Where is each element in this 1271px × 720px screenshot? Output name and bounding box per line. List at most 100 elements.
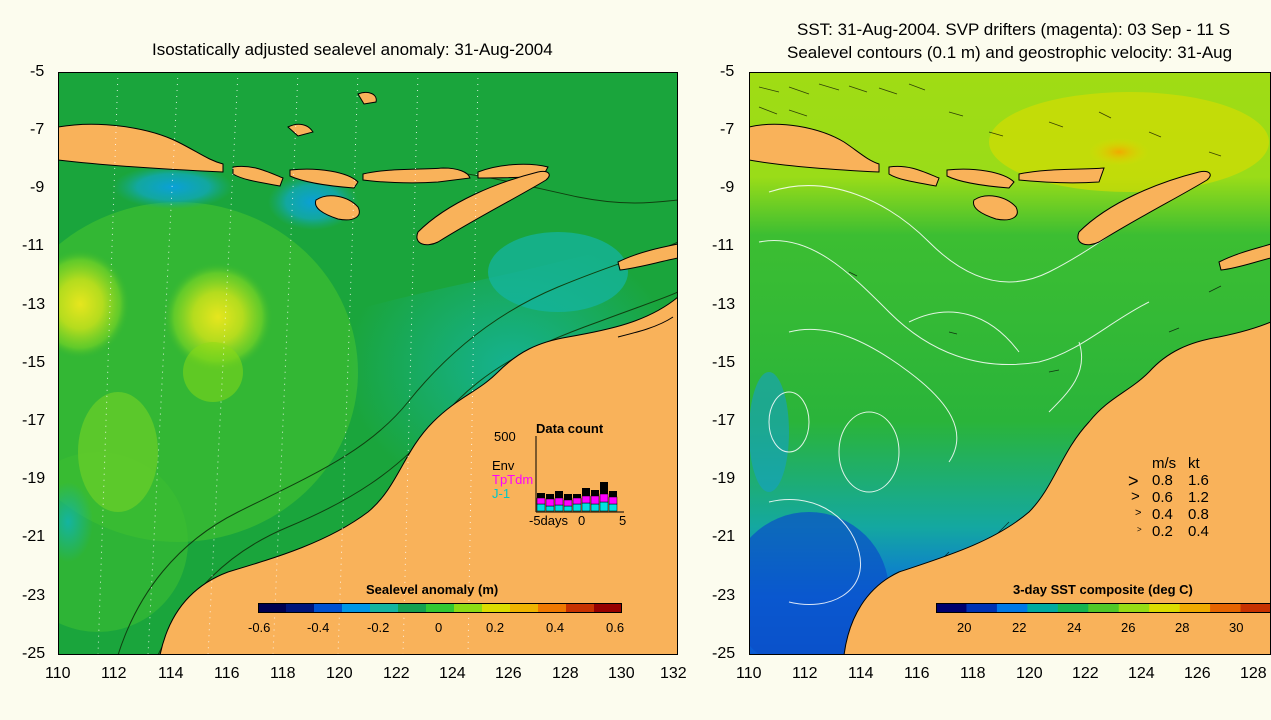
left-colorbar-segment bbox=[594, 603, 622, 613]
right-colorbar-segment bbox=[936, 603, 967, 613]
left-x-tick: 120 bbox=[326, 665, 353, 682]
speed-legend-header-kt: kt bbox=[1188, 455, 1200, 472]
left-colorbar-tick: -0.6 bbox=[248, 620, 271, 635]
speed-legend-header-ms: m/s bbox=[1152, 455, 1177, 472]
left-colorbar-segment bbox=[314, 603, 343, 613]
right-y-tick: -7 bbox=[720, 121, 735, 138]
australia-landmass bbox=[159, 296, 678, 655]
left-colorbar-tick: -0.2 bbox=[367, 620, 390, 635]
left-colorbar-border bbox=[258, 603, 622, 613]
right-y-tick: -15 bbox=[712, 354, 736, 371]
right-colorbar-segment bbox=[1118, 603, 1150, 613]
left-x-tick: 110 bbox=[45, 665, 71, 682]
left-y-tick: -19 bbox=[22, 470, 46, 487]
left-colorbar-segment bbox=[286, 603, 315, 613]
right-x-tick: 112 bbox=[792, 665, 818, 682]
right-colorbar-segment bbox=[1057, 603, 1089, 613]
anomaly-low-north bbox=[113, 165, 233, 209]
bar-group bbox=[536, 482, 618, 512]
left-colorbar-segment bbox=[398, 603, 427, 613]
australia-landmass-right bbox=[843, 321, 1271, 655]
right-colorbar-label: 3-day SST composite (deg C) bbox=[1013, 582, 1193, 597]
right-colorbar-tick: 24 bbox=[1067, 620, 1082, 635]
left-colorbar-segment bbox=[510, 603, 539, 613]
speed-arrow-icon: > bbox=[1131, 488, 1140, 505]
right-y-tick: -17 bbox=[712, 412, 736, 429]
right-x-tick: 110 bbox=[736, 665, 762, 682]
right-map-plot bbox=[749, 72, 1271, 655]
right-colorbar-tick: 30 bbox=[1229, 620, 1244, 635]
left-map-plot bbox=[58, 72, 678, 655]
speed-legend-kt: 1.2 bbox=[1188, 489, 1209, 506]
anomaly-high-west bbox=[58, 249, 130, 359]
left-colorbar-segment bbox=[538, 603, 567, 613]
inset-title: Data count bbox=[536, 421, 604, 436]
right-y-tick: -5 bbox=[720, 63, 735, 80]
left-y-tick: -15 bbox=[22, 354, 46, 371]
right-x-tick: 128 bbox=[1240, 665, 1267, 682]
left-colorbar-tick: -0.4 bbox=[307, 620, 330, 635]
right-x-tick: 126 bbox=[1184, 665, 1211, 682]
inset-y-max: 500 bbox=[494, 429, 516, 444]
right-y-tick: -21 bbox=[712, 528, 736, 545]
right-x-tick: 124 bbox=[1128, 665, 1155, 682]
left-colorbar bbox=[258, 603, 622, 613]
right-map-title-line1: SST: 31-Aug-2004. SVP drifters (magenta)… bbox=[797, 20, 1231, 39]
left-map-title: Isostatically adjusted sealevel anomaly:… bbox=[152, 40, 553, 59]
left-x-tick: 116 bbox=[214, 665, 240, 682]
right-colorbar-segment bbox=[1088, 603, 1120, 613]
inset-x-tick: 0 bbox=[578, 513, 586, 528]
speed-arrow-icon: > bbox=[1135, 507, 1142, 519]
left-colorbar-segment bbox=[342, 603, 371, 613]
left-colorbar-segment bbox=[454, 603, 483, 613]
left-x-tick: 126 bbox=[495, 665, 522, 682]
right-y-tick: -13 bbox=[712, 296, 736, 313]
left-x-tick: 122 bbox=[383, 665, 410, 682]
left-y-tick: -7 bbox=[30, 121, 45, 138]
right-colorbar-segment bbox=[966, 603, 998, 613]
left-colorbar-segment bbox=[258, 603, 287, 613]
right-x-tick: 120 bbox=[1016, 665, 1043, 682]
inset-legend-tptdm: TpTdm bbox=[492, 472, 534, 487]
left-y-tick: -5 bbox=[30, 63, 45, 80]
right-x-tick: 122 bbox=[1072, 665, 1099, 682]
left-colorbar-tick: 0.6 bbox=[606, 620, 625, 635]
right-colorbar-segment bbox=[1240, 603, 1271, 613]
right-colorbar-segment bbox=[1179, 603, 1211, 613]
right-colorbar bbox=[936, 603, 1271, 613]
left-colorbar-segment bbox=[426, 603, 455, 613]
left-x-tick: 124 bbox=[439, 665, 466, 682]
left-y-tick: -21 bbox=[22, 528, 46, 545]
left-x-tick: 132 bbox=[660, 665, 687, 682]
right-colorbar-segment bbox=[1210, 603, 1242, 613]
right-y-tick: -25 bbox=[712, 645, 736, 662]
right-x-tick: 118 bbox=[960, 665, 986, 682]
speed-legend-kt: 0.4 bbox=[1188, 523, 1209, 540]
right-y-tick: -9 bbox=[720, 179, 735, 196]
left-colorbar-tick: 0.4 bbox=[546, 620, 565, 635]
right-y-tick: -23 bbox=[712, 587, 736, 604]
left-x-tick: 112 bbox=[101, 665, 127, 682]
left-colorbar-tick: 0 bbox=[435, 620, 443, 635]
left-colorbar-label: Sealevel anomaly (m) bbox=[366, 582, 499, 597]
right-map-title-line2: Sealevel contours (0.1 m) and geostrophi… bbox=[787, 43, 1233, 62]
speed-legend-ms: 0.8 bbox=[1152, 472, 1173, 489]
left-colorbar-segment bbox=[566, 603, 595, 613]
left-y-tick: -13 bbox=[22, 296, 46, 313]
right-colorbar-tick: 28 bbox=[1175, 620, 1190, 635]
left-x-tick: 118 bbox=[270, 665, 296, 682]
right-x-tick: 114 bbox=[848, 665, 874, 682]
inset-legend-env: Env bbox=[492, 458, 515, 473]
left-y-tick: -17 bbox=[22, 412, 46, 429]
right-y-tick: -11 bbox=[712, 237, 734, 254]
left-x-tick: 130 bbox=[608, 665, 635, 682]
left-y-tick: -23 bbox=[22, 587, 46, 604]
inset-legend-j1: J-1 bbox=[492, 486, 511, 501]
indonesia-islands-right bbox=[749, 123, 1271, 271]
left-colorbar-segment bbox=[482, 603, 511, 613]
right-colorbar-tick: 22 bbox=[1012, 620, 1027, 635]
left-y-tick: -11 bbox=[22, 237, 44, 254]
speed-arrow-icon: > bbox=[1137, 525, 1142, 534]
left-x-tick: 114 bbox=[158, 665, 184, 682]
right-colorbar-tick: 20 bbox=[957, 620, 972, 635]
